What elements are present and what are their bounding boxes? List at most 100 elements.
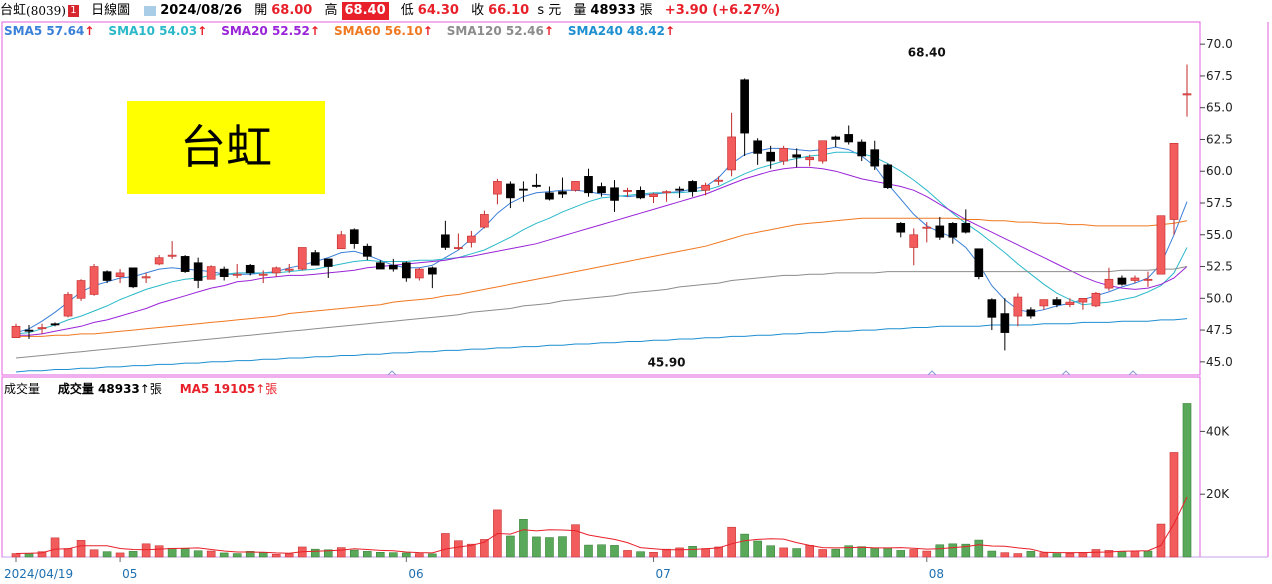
volume-bar[interactable] <box>37 551 47 558</box>
candle-body[interactable] <box>480 214 489 228</box>
volume-bar[interactable] <box>467 543 476 558</box>
candle-body[interactable] <box>779 148 788 162</box>
volume-bar[interactable] <box>558 536 567 558</box>
candle-body[interactable] <box>987 299 997 318</box>
volume-bar[interactable] <box>1000 552 1010 558</box>
volume-bar[interactable] <box>1169 452 1179 558</box>
candle-body[interactable] <box>1130 277 1140 281</box>
volume-bar[interactable] <box>688 546 697 558</box>
volume-bar[interactable] <box>740 533 749 558</box>
candle-body[interactable] <box>76 280 86 299</box>
volume-bar[interactable] <box>402 552 411 558</box>
volume-bar[interactable] <box>675 547 684 558</box>
volume-bar[interactable] <box>545 537 554 558</box>
candle-body[interactable] <box>428 267 437 275</box>
volume-bar[interactable] <box>1117 551 1127 558</box>
candle-body[interactable] <box>792 154 802 158</box>
candle-body[interactable] <box>1052 299 1062 305</box>
volume-bar[interactable] <box>922 550 932 558</box>
sma-legend-item[interactable]: SMA5 57.64↑ <box>4 24 94 38</box>
candle-body[interactable] <box>727 136 736 171</box>
volume-bar[interactable] <box>24 552 34 558</box>
volume-bar[interactable] <box>610 545 619 558</box>
volume-bar[interactable] <box>219 552 229 558</box>
volume-bar[interactable] <box>232 553 242 558</box>
candle-body[interactable] <box>558 191 567 195</box>
volume-bar[interactable] <box>597 544 606 558</box>
sma-legend-item[interactable]: SMA120 52.46↑ <box>447 24 554 38</box>
candle-body[interactable] <box>532 184 541 187</box>
candle-body[interactable] <box>766 151 775 162</box>
volume-bar[interactable] <box>1065 552 1075 558</box>
candle-body[interactable] <box>753 140 762 154</box>
candle-body[interactable] <box>362 245 372 257</box>
volume-bar[interactable] <box>1143 550 1153 558</box>
candle-body[interactable] <box>1078 298 1088 303</box>
volume-bar[interactable] <box>428 553 437 558</box>
candle-body[interactable] <box>1026 309 1036 317</box>
candle-body[interactable] <box>883 164 893 189</box>
volume-bar[interactable] <box>63 548 73 558</box>
volume-bar[interactable] <box>883 547 893 558</box>
volume-bar[interactable] <box>350 549 359 558</box>
candle-body[interactable] <box>1143 278 1153 281</box>
candle-body[interactable] <box>1000 313 1010 333</box>
candle-body[interactable] <box>349 229 359 244</box>
volume-bar[interactable] <box>935 544 945 558</box>
candle-body[interactable] <box>610 187 619 201</box>
candle-body[interactable] <box>688 181 697 192</box>
candle-body[interactable] <box>896 223 906 233</box>
candle-body[interactable] <box>1117 277 1127 285</box>
candle-body[interactable] <box>909 234 919 248</box>
volume-bar[interactable] <box>167 547 177 558</box>
candle-body[interactable] <box>545 192 554 200</box>
volume-bar[interactable] <box>480 539 489 558</box>
volume-bar[interactable] <box>714 546 723 558</box>
candle-body[interactable] <box>297 247 307 270</box>
volume-bar[interactable] <box>50 537 60 558</box>
volume-bar[interactable] <box>1156 523 1166 558</box>
volume-bar[interactable] <box>376 552 385 558</box>
candle-body[interactable] <box>401 262 411 279</box>
candle-body[interactable] <box>441 234 450 248</box>
candle-body[interactable] <box>740 79 749 134</box>
candle-body[interactable] <box>167 254 177 257</box>
candle-body[interactable] <box>115 272 125 277</box>
volume-bar[interactable] <box>623 550 632 558</box>
volume-bar[interactable] <box>1130 550 1140 558</box>
volume-bar[interactable] <box>649 552 658 558</box>
candle-body[interactable] <box>89 266 99 295</box>
candle-body[interactable] <box>24 329 34 332</box>
candle-body[interactable] <box>415 268 424 279</box>
candle-body[interactable] <box>206 266 216 280</box>
volume-bar[interactable] <box>506 535 515 558</box>
candle-body[interactable] <box>63 294 73 317</box>
candle-body[interactable] <box>180 256 190 272</box>
volume-bar[interactable] <box>532 536 541 558</box>
candle-body[interactable] <box>961 223 971 233</box>
volume-bar[interactable] <box>662 548 671 558</box>
candle-body[interactable] <box>454 247 463 249</box>
candle-body[interactable] <box>597 186 606 194</box>
volume-bar[interactable] <box>1182 403 1192 558</box>
candle-body[interactable] <box>310 252 320 266</box>
candle-body[interactable] <box>1091 292 1101 307</box>
volume-bar[interactable] <box>310 548 320 558</box>
candle-body[interactable] <box>1065 301 1075 305</box>
candle-body[interactable] <box>193 262 203 281</box>
volume-bar[interactable] <box>792 548 801 558</box>
candle-body[interactable] <box>1104 278 1114 289</box>
volume-bar[interactable] <box>258 552 268 558</box>
candle-body[interactable] <box>1013 296 1023 317</box>
volume-bar[interactable] <box>180 548 190 558</box>
volume-bar[interactable] <box>701 548 710 558</box>
candle-body[interactable] <box>506 183 515 199</box>
volume-bar[interactable] <box>89 549 99 558</box>
volume-bar[interactable] <box>584 544 593 558</box>
volume-bar[interactable] <box>896 550 906 558</box>
volume-bar[interactable] <box>206 550 216 558</box>
candle-body[interactable] <box>1182 93 1192 96</box>
candle-body[interactable] <box>922 226 932 229</box>
candle-body[interactable] <box>870 149 880 167</box>
volume-bar[interactable] <box>115 552 125 558</box>
